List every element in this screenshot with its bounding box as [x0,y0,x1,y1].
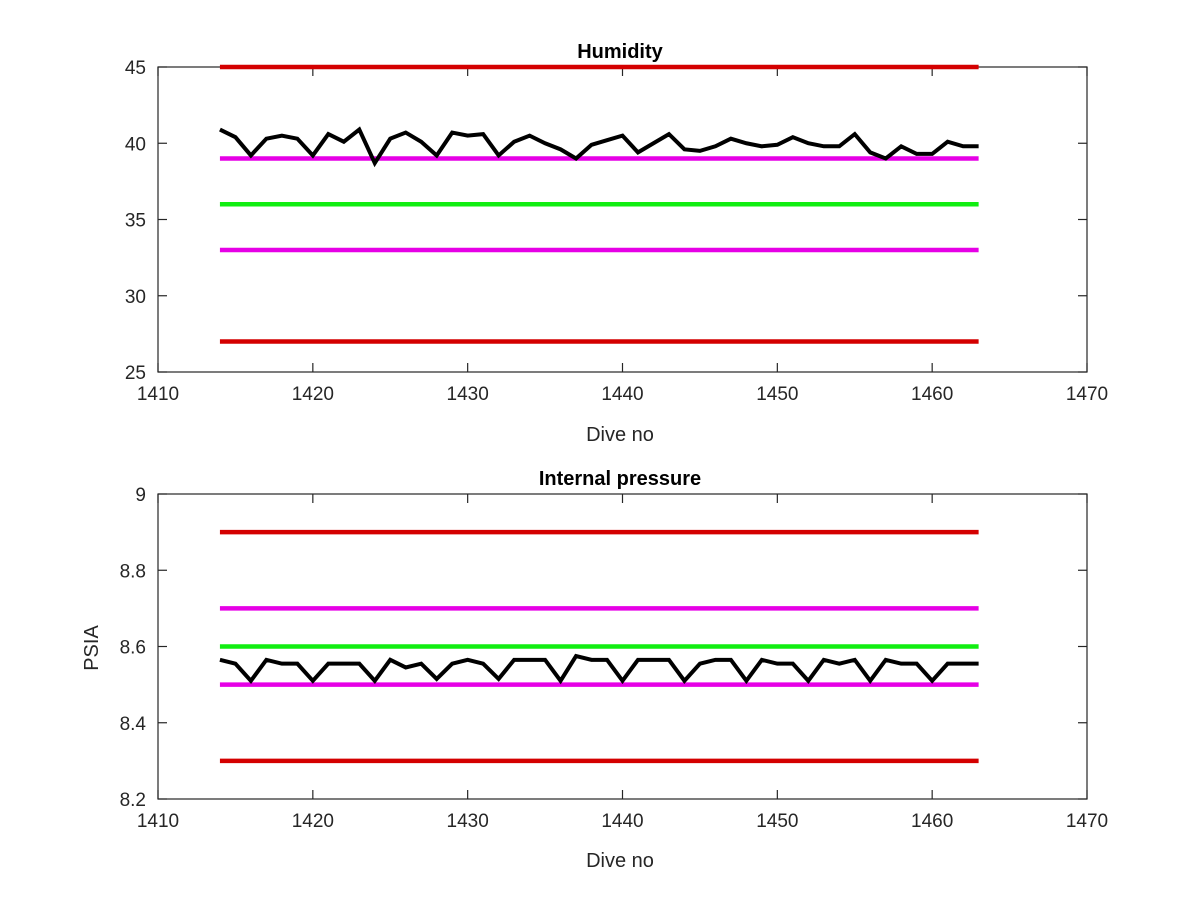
x-tick-label: 1440 [601,384,643,405]
x-tick-label: 1460 [911,384,953,405]
y-tick-label: 45 [125,58,146,79]
y-tick-label: 8.8 [120,561,146,582]
x-tick-label: 1450 [756,811,798,832]
figure: Humidity Dive no 1410 1420 1430 1440 1450 146… [0,0,1200,900]
y-tick-label: 25 [125,363,146,384]
y-tick-label: 9 [135,485,146,506]
x-tick-label: 1410 [137,384,179,405]
x-tick-label: 1450 [756,384,798,405]
y-axis-label: PSIA [81,625,103,671]
y-tick-label: 8.2 [120,790,146,811]
x-tick-label: 1430 [447,384,489,405]
x-tick-label: 1470 [1066,384,1108,405]
figure-background [0,0,1200,900]
chart-title: Humidity [577,41,663,63]
x-tick-label: 1410 [137,811,179,832]
x-axis-label: Dive no [586,850,654,872]
x-tick-label: 1460 [911,811,953,832]
y-tick-label: 35 [125,211,146,232]
x-tick-label: 1430 [447,811,489,832]
chart-title: Internal pressure [539,468,701,490]
x-tick-label: 1440 [601,811,643,832]
x-tick-label: 1420 [292,811,334,832]
x-tick-label: 1470 [1066,811,1108,832]
y-tick-label: 8.4 [120,714,147,735]
y-tick-label: 40 [125,134,146,155]
y-tick-label: 30 [125,287,146,308]
y-tick-label: 8.6 [120,638,146,659]
x-axis-label: Dive no [586,424,654,446]
x-tick-label: 1420 [292,384,334,405]
